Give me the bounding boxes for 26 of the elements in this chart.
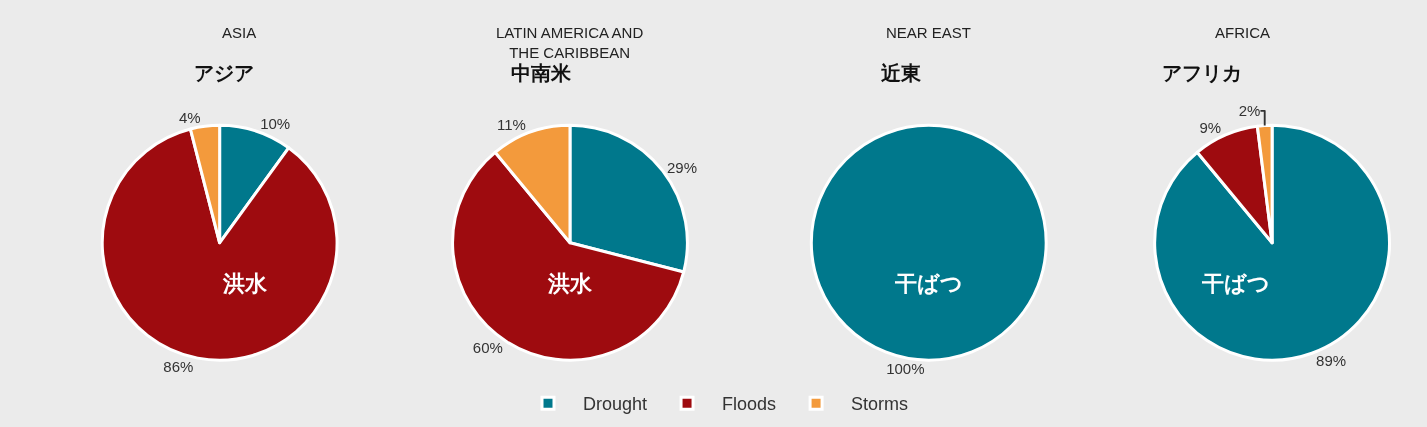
text: 干ばつ	[894, 271, 963, 296]
data-label: 89%	[1316, 352, 1347, 370]
chart-title: AFRICA	[1215, 24, 1271, 41]
text: 洪水	[222, 271, 268, 296]
text: 洪水	[547, 271, 593, 296]
chart-subtitle: アジア	[194, 61, 254, 85]
data-label: 100%	[886, 360, 925, 378]
chart-title: NEAR EAST	[886, 24, 972, 41]
chart-title: LATIN AMERICA AND THE CARIBBEAN	[496, 24, 644, 61]
text: 干ばつ	[1201, 271, 1270, 296]
pie-slice	[100, 127, 339, 362]
data-label: 86%	[163, 357, 194, 375]
legend-label: Drought	[583, 394, 648, 415]
chart-subtitle: アフリカ	[1162, 61, 1242, 85]
chart-title: ASIA	[222, 24, 257, 41]
chart-subtitle: 中南米	[511, 61, 572, 85]
legend-label: Storms	[851, 394, 909, 415]
data-label: 29%	[667, 159, 698, 177]
data-label: 2%	[1238, 102, 1261, 120]
data-label: 60%	[472, 339, 503, 357]
data-label: 10%	[260, 114, 291, 132]
legend-label: Floods	[722, 394, 777, 415]
data-label: 4%	[178, 109, 201, 127]
data-label: 11%	[497, 116, 526, 134]
chart-subtitle: 近東	[880, 61, 921, 85]
data-label: 9%	[1199, 119, 1222, 137]
